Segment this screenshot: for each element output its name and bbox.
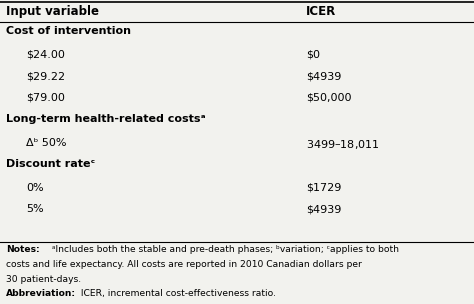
Text: Long-term health-related costsᵃ: Long-term health-related costsᵃ: [6, 115, 205, 125]
Text: Abbreviation:: Abbreviation:: [6, 289, 76, 298]
Text: 30 patient-days.: 30 patient-days.: [6, 275, 81, 284]
Text: $4939: $4939: [306, 205, 341, 215]
Text: Cost of intervention: Cost of intervention: [6, 26, 131, 36]
Text: $24.00: $24.00: [26, 50, 65, 60]
Text: $4939: $4939: [306, 71, 341, 81]
Text: Notes:: Notes:: [6, 246, 39, 254]
Text: costs and life expectancy. All costs are reported in 2010 Canadian dollars per: costs and life expectancy. All costs are…: [6, 260, 362, 269]
Text: $29.22: $29.22: [26, 71, 65, 81]
Text: Input variable: Input variable: [6, 5, 99, 18]
Text: $3499–$18,011: $3499–$18,011: [306, 138, 379, 151]
Text: ICER: ICER: [306, 5, 336, 18]
Text: ᵃIncludes both the stable and pre-death phases; ᵇvariation; ᶜapplies to both: ᵃIncludes both the stable and pre-death …: [49, 246, 399, 254]
Text: Discount rateᶜ: Discount rateᶜ: [6, 160, 95, 170]
Text: $50,000: $50,000: [306, 93, 351, 103]
Text: $0: $0: [306, 50, 320, 60]
Text: Δᵇ 50%: Δᵇ 50%: [26, 138, 66, 148]
Text: 5%: 5%: [26, 205, 44, 215]
Text: ICER, incremental cost-effectiveness ratio.: ICER, incremental cost-effectiveness rat…: [78, 289, 276, 298]
Text: $79.00: $79.00: [26, 93, 65, 103]
Text: 0%: 0%: [26, 183, 44, 193]
Text: $1729: $1729: [306, 183, 341, 193]
